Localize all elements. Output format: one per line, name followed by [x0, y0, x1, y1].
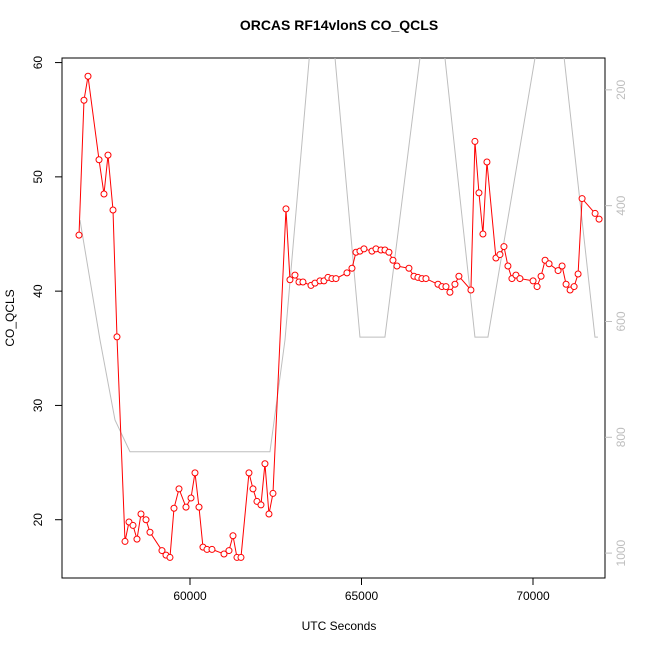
- data-point: [84, 72, 92, 80]
- y-tick-label: 30: [31, 398, 45, 412]
- data-point: [479, 230, 487, 238]
- data-point: [451, 280, 459, 288]
- data-point: [191, 469, 199, 477]
- data-point: [537, 272, 545, 280]
- data-point: [496, 251, 504, 259]
- chart-title: ORCAS RF14vlonS CO_QCLS: [240, 17, 438, 33]
- data-point: [422, 275, 430, 283]
- data-point: [389, 256, 397, 264]
- data-point: [282, 205, 290, 213]
- data-point: [175, 485, 183, 493]
- data-point: [348, 264, 356, 272]
- data-point: [554, 267, 562, 275]
- data-point: [129, 521, 137, 529]
- data-point: [545, 260, 553, 268]
- data-point: [442, 283, 450, 291]
- data-point: [393, 262, 401, 270]
- data-point: [343, 269, 351, 277]
- data-point: [405, 264, 413, 272]
- data-point: [529, 277, 537, 285]
- y2-tick-label: 400: [614, 195, 628, 215]
- x-tick-label: 70000: [516, 589, 550, 603]
- data-point: [504, 262, 512, 270]
- data-point: [483, 158, 491, 166]
- data-point: [249, 485, 257, 493]
- data-point: [533, 283, 541, 291]
- data-point: [182, 503, 190, 511]
- x-tick-label: 65000: [345, 589, 379, 603]
- data-point: [121, 537, 129, 545]
- data-point: [516, 275, 524, 283]
- data-point: [471, 137, 479, 145]
- data-point: [220, 550, 228, 558]
- data-point: [574, 270, 582, 278]
- data-point: [133, 535, 141, 543]
- data-point: [80, 96, 88, 104]
- data-point: [591, 209, 599, 217]
- data-point: [595, 215, 603, 223]
- data-point: [265, 510, 273, 518]
- data-point: [195, 503, 203, 511]
- data-point: [261, 460, 269, 468]
- data-point: [225, 547, 233, 555]
- data-point: [100, 190, 108, 198]
- y2-tick-label: 600: [614, 311, 628, 331]
- data-point: [475, 189, 483, 197]
- y2-tick-label: 200: [614, 80, 628, 100]
- y2-tick-label: 1000: [614, 539, 628, 566]
- data-point: [229, 532, 237, 540]
- data-point: [170, 504, 178, 512]
- y2-tick-label: 800: [614, 427, 628, 447]
- y-tick-label: 50: [31, 170, 45, 184]
- plot-area: [75, 58, 603, 561]
- data-point: [208, 545, 216, 553]
- data-point: [500, 243, 508, 251]
- data-point: [385, 248, 393, 256]
- x-tick-label: 60000: [173, 589, 207, 603]
- data-point: [467, 286, 475, 294]
- y-tick-label: 40: [31, 284, 45, 298]
- data-point: [187, 494, 195, 502]
- data-point: [137, 510, 145, 518]
- data-point: [113, 333, 121, 341]
- data-point: [245, 469, 253, 477]
- y-axis-label: CO_QCLS: [3, 289, 17, 346]
- data-point: [109, 206, 117, 214]
- data-point: [455, 272, 463, 280]
- data-point: [95, 156, 103, 164]
- data-point: [578, 195, 586, 203]
- data-point: [142, 516, 150, 524]
- y-tick-label: 20: [31, 513, 45, 527]
- data-point: [446, 288, 454, 296]
- data-point: [158, 547, 166, 555]
- data-point: [269, 489, 277, 497]
- data-point: [570, 283, 578, 291]
- plot-frame: [61, 57, 606, 579]
- data-point: [558, 262, 566, 270]
- data-point: [257, 501, 265, 509]
- data-point: [360, 245, 368, 253]
- data-point: [562, 280, 570, 288]
- data-point: [332, 275, 340, 283]
- data-point: [286, 276, 294, 284]
- data-point: [299, 278, 307, 286]
- data-point: [291, 271, 299, 279]
- data-point: [104, 151, 112, 159]
- y-tick-label: 60: [31, 56, 45, 70]
- data-point: [146, 528, 154, 536]
- x-axis-label: UTC Seconds: [302, 619, 377, 633]
- data-point: [75, 231, 83, 239]
- data-point: [166, 553, 174, 561]
- data-line: [78, 76, 600, 559]
- data-line: [79, 58, 598, 453]
- data-point: [237, 553, 245, 561]
